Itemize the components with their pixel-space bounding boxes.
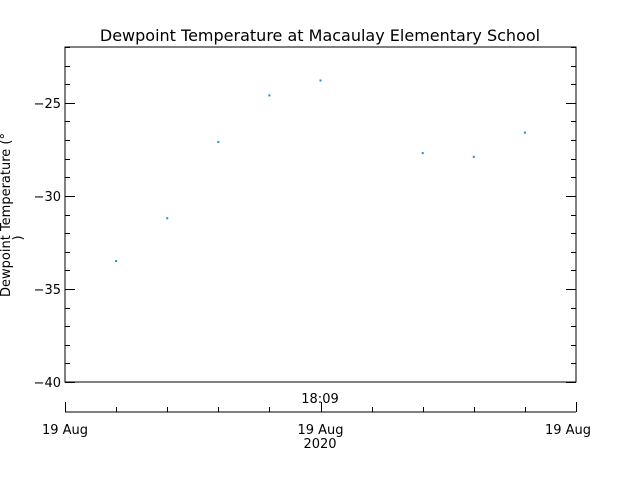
y-axis-ticks: −40 −35 −30 −25 bbox=[34, 47, 576, 391]
x-year-label: 2020 bbox=[303, 437, 336, 452]
data-points bbox=[115, 79, 526, 263]
data-point bbox=[268, 94, 271, 97]
x-time-axis: 19 Aug 19 Aug 19 Aug bbox=[42, 402, 591, 438]
x-tick-label: 19 Aug bbox=[42, 423, 88, 438]
y-axis-label-line-2: ) bbox=[11, 235, 26, 240]
data-point bbox=[472, 155, 475, 158]
y-axis-label-line-1: Dewpoint Temperature (° bbox=[0, 133, 14, 297]
y-axis-label: Dewpoint Temperature (° ) bbox=[0, 133, 26, 297]
data-point bbox=[166, 217, 169, 220]
data-point bbox=[523, 131, 526, 134]
y-tick-label: −25 bbox=[34, 97, 61, 112]
data-point bbox=[319, 79, 322, 82]
chart-title: Dewpoint Temperature at Macaulay Element… bbox=[100, 26, 540, 45]
y-tick-label: −35 bbox=[34, 283, 61, 298]
x-tick-label: 19 Aug bbox=[545, 423, 591, 438]
y-tick-label: −30 bbox=[34, 190, 61, 205]
data-point bbox=[115, 260, 118, 263]
x-tick-label: 19 Aug bbox=[297, 423, 343, 438]
data-point bbox=[421, 152, 424, 155]
data-point bbox=[217, 140, 220, 143]
plot-frame bbox=[64, 46, 577, 383]
y-tick-label: −40 bbox=[34, 376, 61, 391]
x-top-time-label: 18:09 bbox=[301, 392, 338, 407]
